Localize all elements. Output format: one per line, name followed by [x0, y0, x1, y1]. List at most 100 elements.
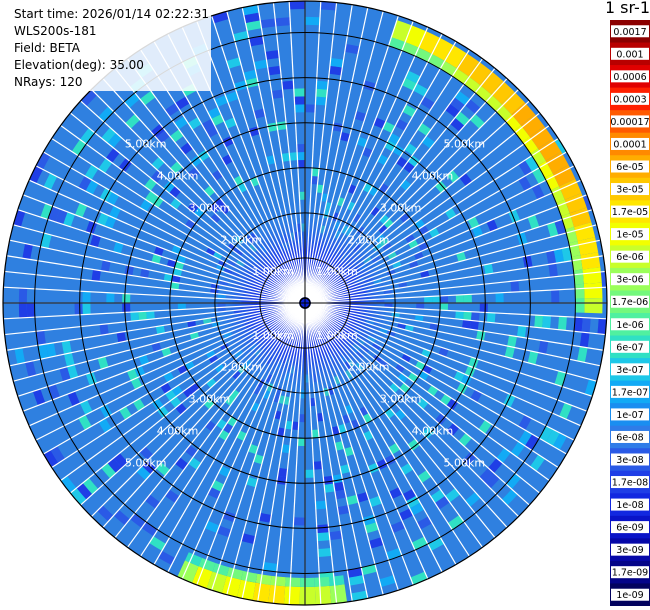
colorbar-tick-label: 1.7e-07: [612, 387, 648, 398]
range-gate: [210, 213, 221, 224]
ray-gap: [140, 307, 303, 557]
range-gate: [518, 160, 533, 176]
range-gate: [311, 168, 320, 177]
ray-gap: [43, 151, 301, 301]
colorbar-tick-label: 0.0001: [613, 139, 646, 150]
range-gate: [105, 147, 120, 163]
range-gate: [188, 457, 202, 470]
colorbar-label-box: [611, 183, 649, 196]
ray-gap: [308, 67, 496, 299]
range-gate: [211, 11, 229, 24]
range-gate: [82, 478, 99, 495]
range-gate: [297, 437, 305, 447]
colorbar-label-box: [611, 250, 649, 263]
range-gate: [524, 155, 540, 172]
range-gate: [139, 199, 152, 212]
range-gate: [138, 354, 150, 366]
colorbar-label-box: [611, 205, 649, 218]
colorbar-tick-label: 1e-09: [616, 590, 643, 601]
range-gate: [106, 191, 120, 206]
range-gate: [417, 470, 432, 483]
arc-feature-segment: [206, 571, 227, 594]
colorbar-tick-label: 6e-06: [616, 252, 643, 263]
ray-gap: [17, 304, 300, 397]
ray-gap: [307, 308, 443, 573]
ray-gap: [305, 308, 384, 595]
range-gate: [507, 335, 517, 348]
range-gate: [132, 398, 146, 412]
range-gate: [379, 575, 396, 588]
ray-gap: [4, 270, 300, 303]
arc-feature-segment: [391, 20, 412, 43]
range-gate: [35, 152, 51, 170]
ray-gap: [308, 78, 508, 299]
range-gate: [163, 273, 173, 282]
range-gate: [136, 465, 151, 481]
ray-gap: [9, 303, 300, 367]
range-gate: [478, 419, 492, 434]
range-ring-label: 1.00km: [252, 329, 294, 342]
range-gate: [25, 360, 37, 378]
range-gate: [324, 483, 335, 493]
range-gate: [484, 473, 500, 489]
range-gate: [206, 378, 217, 389]
ray-gap: [91, 306, 302, 517]
range-gate: [450, 117, 465, 132]
arc-feature-segment: [511, 102, 535, 126]
range-gate: [344, 43, 360, 55]
range-gate: [40, 203, 53, 220]
range-gate: [573, 317, 583, 333]
ray-gap: [13, 303, 300, 382]
colorbar-tick-label: 0.0003: [613, 94, 646, 105]
range-gate: [171, 274, 181, 284]
range-gate: [317, 548, 332, 557]
ray-gap: [305, 308, 353, 602]
range-ring-label: 5.00km: [444, 456, 486, 469]
range-gate: [226, 57, 242, 69]
range-gate: [245, 77, 259, 89]
range-gate: [99, 323, 109, 336]
range-gate: [449, 97, 466, 112]
range-gate: [538, 340, 549, 355]
range-gate: [315, 500, 327, 510]
colorbar-label-box: [611, 115, 649, 128]
colorbar-label-box: [611, 160, 649, 173]
ray-gap: [310, 303, 597, 382]
range-gate: [97, 356, 109, 370]
range-gate: [82, 291, 91, 303]
colorbar-label-box: [611, 476, 649, 489]
ray-gap: [304, 308, 322, 605]
range-gate: [22, 243, 33, 260]
range-gate: [486, 218, 498, 232]
range-gate: [320, 1, 337, 11]
range-gate: [317, 532, 330, 542]
range-gate: [151, 253, 162, 264]
colorbar-tick-label: 3e-05: [616, 185, 643, 196]
range-gate: [445, 488, 461, 503]
ray-gap: [28, 179, 300, 302]
range-gate: [177, 303, 186, 310]
ray-gap: [69, 112, 301, 300]
range-ring-label: 4.00km: [157, 170, 199, 183]
range-gate: [201, 118, 215, 131]
range-gate: [534, 315, 544, 328]
range-gate: [479, 467, 494, 483]
ray-gap: [310, 303, 604, 351]
range-gate: [386, 547, 402, 560]
range-ring-label: 1.00km: [316, 265, 358, 278]
range-gate: [413, 83, 429, 97]
range-gate: [207, 487, 221, 500]
range-gate: [275, 17, 291, 27]
arc-feature-edge: [314, 576, 330, 587]
range-gate: [78, 175, 92, 192]
range-gate: [224, 117, 237, 129]
range-gate: [63, 211, 75, 227]
range-gate: [243, 69, 258, 81]
range-gate: [74, 202, 88, 218]
colorbar-tick-label: 0.00017: [610, 117, 649, 128]
ray-gap: [310, 165, 575, 301]
arc-feature-edge: [226, 567, 244, 580]
range-gate: [90, 234, 101, 248]
ray-gap: [6, 303, 300, 351]
range-gate: [584, 379, 597, 397]
